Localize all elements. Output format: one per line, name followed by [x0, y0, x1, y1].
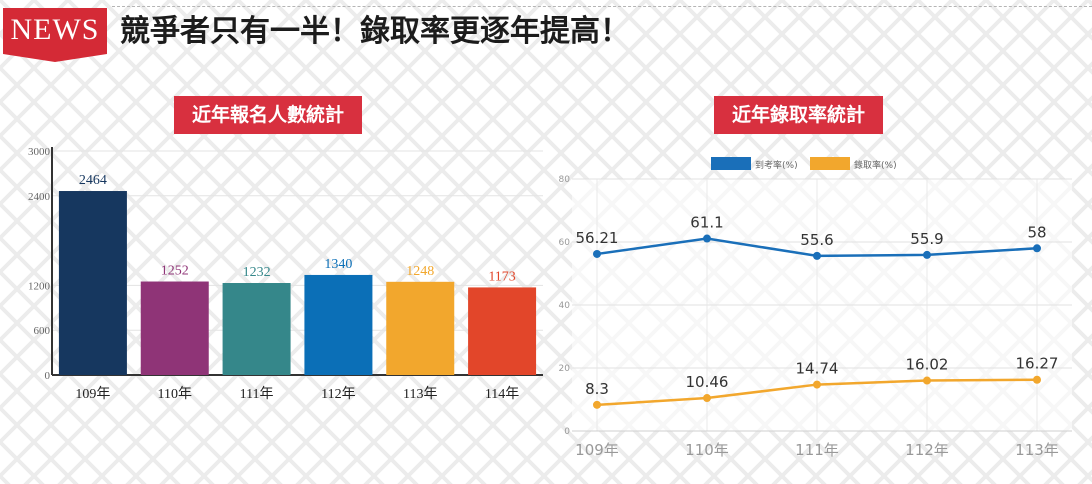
- series-point: [703, 394, 711, 403]
- legend-label: 到考率(%): [755, 159, 798, 171]
- bar-y-tick-label: 600: [34, 325, 51, 337]
- legend-swatch: [810, 157, 850, 170]
- bar: [222, 283, 291, 375]
- line-y-tick-label: 20: [559, 364, 571, 374]
- bar-data-label: 2464: [79, 173, 107, 188]
- bar: [386, 281, 455, 375]
- line-y-tick-label: 80: [559, 175, 571, 185]
- bar-y-tick-label: 2400: [28, 191, 51, 203]
- bar-x-tick-label: 114年: [485, 386, 519, 402]
- bar-y-tick-label: 1200: [28, 280, 51, 292]
- bar-data-label: 1173: [488, 269, 515, 284]
- news-badge: NEWS: [3, 8, 107, 62]
- series-point: [1033, 375, 1041, 384]
- series-point: [923, 250, 931, 259]
- bar: [304, 274, 373, 375]
- line-y-tick-label: 0: [564, 427, 570, 437]
- top-dashed-rule: [112, 6, 1092, 7]
- line-x-tick-label: 112年: [905, 441, 949, 459]
- series-point: [923, 376, 931, 385]
- bar-x-tick-label: 109年: [75, 386, 110, 402]
- bar: [58, 191, 127, 375]
- line-chart-title: 近年錄取率統計: [714, 96, 884, 134]
- series-data-label: 16.02: [906, 356, 949, 374]
- bar-chart-title: 近年報名人數統計: [174, 96, 363, 134]
- series-data-label: 10.46: [686, 373, 729, 391]
- series-data-label: 61.1: [690, 214, 723, 232]
- series-data-label: 56.21: [576, 229, 619, 247]
- legend-label: 錄取率(%): [854, 159, 897, 171]
- line-x-tick-label: 111年: [795, 441, 839, 459]
- bar-x-tick-label: 112年: [321, 386, 355, 402]
- line-x-tick-label: 110年: [685, 441, 729, 459]
- series-data-label: 14.74: [796, 360, 839, 378]
- bar-x-tick-label: 111年: [240, 386, 274, 402]
- page-headline: 競爭者只有一半！錄取率更逐年提高！: [120, 14, 630, 49]
- line-y-tick-label: 60: [559, 238, 571, 248]
- series-point: [813, 380, 821, 389]
- bar-data-label: 1252: [161, 264, 189, 279]
- series-point: [1033, 244, 1041, 253]
- series-data-label: 58: [1027, 223, 1046, 241]
- series-data-label: 55.6: [800, 231, 833, 249]
- series-point: [593, 400, 601, 409]
- line-x-tick-label: 113年: [1015, 441, 1059, 459]
- series-point: [593, 249, 601, 258]
- series-data-label: 55.9: [910, 230, 943, 248]
- bar: [140, 281, 209, 375]
- series-point: [703, 234, 711, 243]
- bar-x-tick-label: 110年: [158, 386, 192, 402]
- bar-data-label: 1232: [243, 265, 271, 280]
- bar-data-label: 1340: [324, 257, 352, 272]
- series-data-label: 16.27: [1016, 355, 1059, 373]
- series-data-label: 8.3: [585, 380, 609, 398]
- line-x-tick-label: 109年: [575, 441, 619, 459]
- series-point: [813, 251, 821, 260]
- bar-y-tick-label: 0: [45, 370, 51, 382]
- bar-data-label: 1248: [406, 264, 434, 279]
- bar-y-tick-label: 3000: [28, 146, 51, 158]
- bar-x-tick-label: 113年: [403, 386, 437, 402]
- legend-swatch: [711, 157, 751, 170]
- bar: [468, 287, 537, 375]
- line-y-tick-label: 40: [559, 301, 571, 311]
